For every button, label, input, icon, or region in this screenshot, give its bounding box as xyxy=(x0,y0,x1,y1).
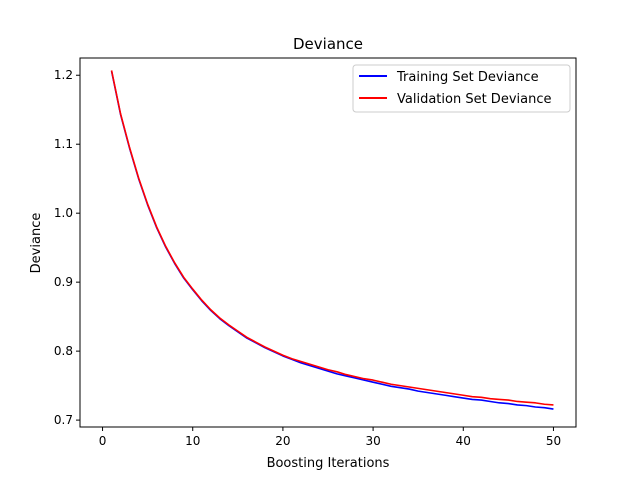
legend-label-validation: Validation Set Deviance xyxy=(397,92,551,107)
x-tick-label: 20 xyxy=(275,434,290,448)
x-tick-label: 10 xyxy=(185,434,200,448)
series-line-validation xyxy=(110,70,554,406)
y-tick-label: 0.7 xyxy=(54,413,73,427)
y-tick-label: 0.8 xyxy=(54,344,73,358)
y-tick-label: 0.9 xyxy=(54,275,73,289)
legend: Training Set Deviance Validation Set Dev… xyxy=(352,64,571,113)
x-tick-label: 50 xyxy=(546,434,561,448)
x-tick-label: 30 xyxy=(365,434,380,448)
y-tick-label: 1.2 xyxy=(54,68,73,82)
y-tick-label: 1.0 xyxy=(54,206,73,220)
y-tick-label: 1.1 xyxy=(54,137,73,151)
x-axis-label: Boosting Iterations xyxy=(267,456,390,471)
chart-title: Deviance xyxy=(293,35,363,53)
legend-box xyxy=(352,64,571,113)
y-axis-label: Deviance xyxy=(29,213,44,274)
x-tick-label: 40 xyxy=(456,434,471,448)
plot-frame xyxy=(79,57,577,428)
x-tick-label: 0 xyxy=(99,434,107,448)
legend-label-training: Training Set Deviance xyxy=(396,70,539,85)
